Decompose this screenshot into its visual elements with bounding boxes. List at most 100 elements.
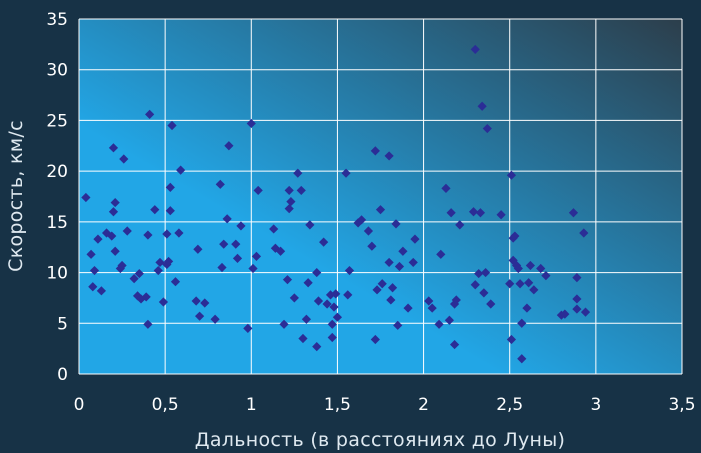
data-point — [344, 265, 355, 276]
data-point — [510, 231, 520, 241]
data-point — [153, 265, 163, 276]
x-tick-label: 1 — [246, 395, 257, 415]
data-point — [377, 279, 387, 289]
data-point — [386, 295, 396, 305]
data-point — [251, 251, 262, 261]
data-point — [525, 260, 535, 271]
data-point — [165, 182, 175, 192]
data-points — [81, 44, 591, 364]
data-point — [353, 218, 363, 228]
data-point — [269, 224, 279, 234]
data-point — [367, 241, 377, 251]
data-point — [136, 294, 146, 304]
data-point — [219, 239, 229, 249]
data-point — [224, 141, 234, 151]
data-point — [449, 339, 460, 350]
data-point — [343, 290, 353, 300]
y-tick-label: 15 — [46, 213, 68, 233]
data-point — [163, 256, 174, 267]
data-point — [560, 309, 570, 319]
data-point — [162, 229, 172, 239]
data-point — [305, 220, 315, 230]
data-point — [474, 268, 484, 279]
data-point — [482, 123, 492, 134]
data-point — [312, 342, 322, 352]
data-point — [134, 268, 144, 279]
data-point — [301, 314, 312, 324]
data-point — [517, 318, 527, 328]
data-point — [110, 197, 120, 208]
data-point — [384, 257, 394, 268]
data-point — [132, 291, 143, 301]
data-point — [424, 296, 434, 306]
data-point — [427, 303, 437, 313]
y-tick-label: 20 — [46, 162, 68, 182]
data-point — [370, 334, 380, 345]
y-tick-label: 25 — [46, 111, 68, 131]
data-point — [568, 208, 579, 218]
x-tick-label: 0 — [74, 395, 85, 415]
data-point — [391, 219, 401, 229]
x-tick-labels: 0 0,5 1 1,5 2 2,5 3 3,5 — [74, 395, 696, 415]
data-point — [444, 315, 455, 325]
data-point — [363, 226, 374, 236]
data-point — [477, 101, 487, 111]
data-point — [296, 185, 306, 196]
data-point — [176, 165, 186, 175]
data-point — [215, 179, 225, 189]
data-point — [243, 323, 253, 333]
y-axis-label: Скорость, км/с — [5, 120, 27, 272]
data-point — [289, 293, 299, 303]
data-point — [470, 44, 480, 55]
data-point — [322, 299, 332, 309]
data-point — [356, 215, 367, 225]
data-point — [513, 263, 523, 274]
data-point — [579, 228, 589, 238]
data-point — [284, 204, 294, 214]
data-point — [403, 303, 413, 313]
data-point — [572, 304, 582, 314]
x-tick-label: 3,5 — [668, 395, 695, 415]
data-point — [394, 261, 405, 272]
data-point — [408, 257, 418, 268]
data-point — [303, 278, 313, 288]
data-point — [479, 288, 489, 298]
y-tick-label: 10 — [46, 264, 68, 284]
data-point — [572, 294, 582, 304]
data-point — [372, 285, 382, 295]
y-tick-labels: 0 5 10 15 20 25 30 35 — [46, 10, 68, 385]
data-point — [410, 234, 420, 244]
data-point — [506, 170, 517, 180]
data-point — [293, 168, 303, 178]
data-point — [117, 260, 127, 271]
data-point — [446, 208, 456, 218]
data-point — [434, 319, 444, 329]
data-point — [119, 154, 129, 164]
data-point — [327, 319, 337, 329]
data-point — [108, 143, 119, 153]
data-point — [143, 319, 153, 329]
data-point — [312, 267, 322, 278]
data-point — [341, 168, 351, 178]
data-point — [329, 302, 339, 312]
data-point — [522, 303, 532, 313]
x-tick-label: 2,5 — [496, 395, 523, 415]
data-point — [217, 262, 227, 273]
data-point — [279, 319, 289, 329]
data-point — [275, 246, 286, 256]
data-point — [236, 221, 246, 231]
data-point — [158, 297, 169, 307]
data-point — [284, 185, 294, 196]
data-point — [162, 259, 172, 270]
grid-lines — [78, 18, 683, 375]
data-point — [96, 286, 106, 296]
data-point — [370, 146, 380, 156]
data-point — [529, 285, 539, 295]
x-tick-label: 3 — [590, 395, 601, 415]
data-point — [470, 280, 480, 290]
data-point — [167, 120, 177, 131]
data-point — [200, 298, 210, 308]
data-point — [253, 185, 263, 196]
data-point — [524, 278, 534, 288]
